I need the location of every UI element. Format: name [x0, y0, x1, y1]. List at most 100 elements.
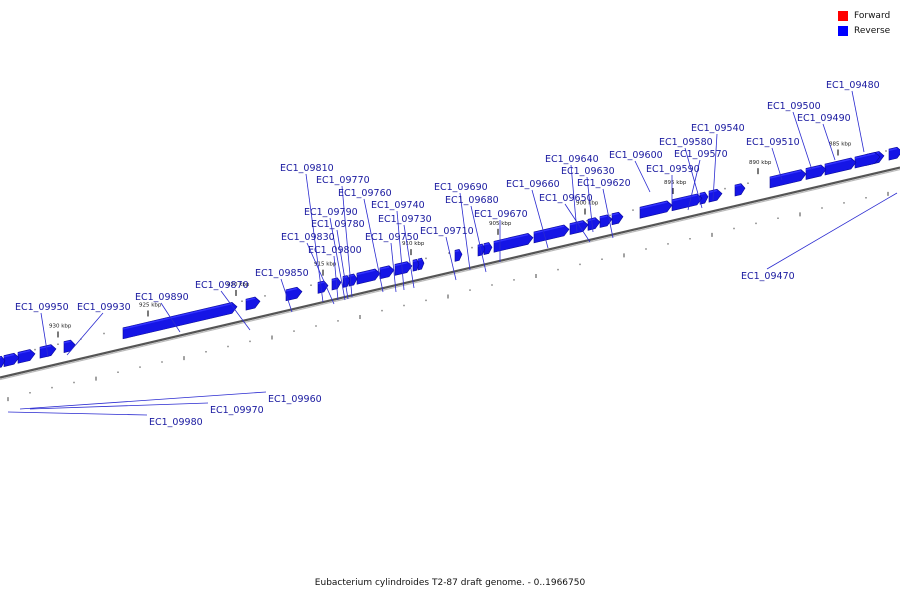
gene-label[interactable]: EC1_09670 — [474, 209, 528, 220]
gene-label[interactable]: EC1_09760 — [338, 188, 392, 199]
gene-arrow[interactable] — [671, 193, 703, 212]
gene-highlight — [3, 353, 15, 358]
gene-highlight — [854, 152, 876, 159]
gene-highlight — [17, 350, 31, 355]
gene-leader-line — [792, 111, 813, 171]
gene-label[interactable]: EC1_09810 — [280, 163, 334, 174]
gene-label[interactable]: EC1_09640 — [545, 154, 599, 165]
gene-label[interactable]: EC1_09540 — [691, 123, 745, 134]
gene-arrow[interactable] — [824, 157, 857, 176]
gene-labels[interactable]: EC1_09480EC1_09500EC1_09490EC1_09540EC1_… — [7, 80, 898, 428]
gene-label[interactable]: EC1_09500 — [767, 101, 821, 112]
gene-arrow[interactable] — [417, 257, 425, 271]
gene-label[interactable]: EC1_09870 — [195, 280, 249, 291]
gene-label[interactable]: EC1_09630 — [561, 166, 615, 177]
gene-highlight — [122, 302, 233, 330]
gene-leader-line — [29, 402, 209, 410]
genome-axis: 885 kbp 890 kbp 895 kbp 900 kbp 905 kbp 910 k… — [0, 141, 900, 402]
legend-item-reverse[interactable]: Reverse — [838, 23, 890, 38]
gene-track[interactable] — [0, 146, 900, 368]
gene-highlight — [671, 194, 698, 202]
gene-leader-line — [564, 203, 591, 243]
gene-leader-line — [160, 302, 181, 333]
gene-highlight — [63, 340, 71, 344]
gene-leader-line — [390, 242, 397, 293]
gene-label[interactable]: EC1_09590 — [646, 164, 700, 175]
gene-highlight — [317, 281, 325, 285]
gene-label[interactable]: EC1_09510 — [746, 137, 800, 148]
gene-label[interactable]: EC1_09830 — [281, 232, 335, 243]
gene-label[interactable]: EC1_09970 — [210, 405, 264, 416]
gene-arrow[interactable] — [611, 211, 624, 226]
gene-arrow[interactable] — [769, 169, 807, 189]
ruler-tick-label: 905 kbp — [489, 221, 512, 227]
gene-arrow[interactable] — [587, 217, 601, 231]
gene-label[interactable]: EC1_09690 — [434, 182, 488, 193]
gene-arrow[interactable] — [0, 355, 6, 368]
gene-label[interactable]: EC1_09930 — [77, 302, 131, 313]
gene-highlight — [342, 276, 348, 279]
gene-label[interactable]: EC1_09790 — [304, 207, 358, 218]
gene-leader-line — [7, 411, 148, 416]
gene-label[interactable]: EC1_09580 — [659, 137, 713, 148]
gene-highlight — [734, 184, 742, 187]
gene-arrow[interactable] — [708, 188, 723, 203]
gene-arrow[interactable] — [412, 258, 420, 272]
gene-leader-line — [851, 90, 865, 153]
gene-label[interactable]: EC1_09620 — [577, 178, 631, 189]
gene-label[interactable]: EC1_09890 — [135, 292, 189, 303]
gene-arrow[interactable] — [734, 183, 746, 197]
gene-highlight — [412, 259, 417, 263]
gene-arrow[interactable] — [533, 224, 570, 244]
gene-arrow[interactable] — [483, 242, 493, 255]
gene-label[interactable]: EC1_09800 — [308, 245, 362, 256]
gene-leader-line — [336, 229, 349, 300]
gene-arrow[interactable] — [477, 243, 486, 257]
gene-arrow[interactable] — [493, 232, 534, 253]
gene-highlight — [599, 215, 608, 219]
gene-label[interactable]: EC1_09680 — [445, 195, 499, 206]
gene-highlight — [769, 170, 802, 179]
gene-highlight — [805, 165, 822, 171]
gene-label[interactable]: EC1_09730 — [378, 214, 432, 225]
gene-leader-line — [40, 312, 49, 358]
gene-label[interactable]: EC1_09600 — [609, 150, 663, 161]
gene-highlight — [483, 242, 489, 246]
gene-label[interactable]: EC1_09780 — [311, 219, 365, 230]
gene-highlight — [611, 212, 619, 216]
gene-label[interactable]: EC1_09850 — [255, 268, 309, 279]
gene-arrow[interactable] — [122, 302, 238, 340]
gene-highlight — [699, 192, 705, 196]
gene-label[interactable]: EC1_09960 — [268, 394, 322, 405]
gene-label[interactable]: EC1_09770 — [316, 175, 370, 186]
gene-arrow[interactable] — [639, 200, 673, 219]
forward-swatch-icon — [838, 10, 848, 21]
legend-item-forward[interactable]: Forward — [838, 8, 890, 23]
gene-leader-line — [341, 185, 353, 298]
gene-label[interactable]: EC1_09740 — [371, 200, 425, 211]
gene-label[interactable]: EC1_09480 — [826, 80, 880, 91]
gene-leader-line — [459, 192, 471, 271]
gene-arrow[interactable] — [454, 249, 463, 262]
gene-leader-line — [602, 188, 614, 239]
gene-label[interactable]: EC1_09570 — [674, 149, 728, 160]
gene-leader-line — [220, 290, 251, 331]
gene-arrow[interactable] — [245, 296, 261, 311]
gene-leader-line — [66, 312, 104, 356]
gene-label[interactable]: EC1_09490 — [797, 113, 851, 124]
gene-label[interactable]: EC1_09750 — [365, 232, 419, 243]
gene-label[interactable]: EC1_09950 — [15, 302, 69, 313]
legend: Forward Reverse — [838, 8, 890, 38]
gene-highlight — [0, 356, 2, 359]
genome-axis-shadow — [0, 168, 900, 381]
gene-label[interactable]: EC1_09660 — [506, 179, 560, 190]
gene-highlight — [454, 249, 460, 253]
gene-label[interactable]: EC1_09980 — [149, 417, 203, 428]
gene-leader-line — [403, 224, 415, 289]
gene-leader-line — [470, 205, 487, 273]
gene-label[interactable]: EC1_09470 — [741, 271, 795, 282]
gene-label[interactable]: EC1_09650 — [539, 193, 593, 204]
gene-leader-line — [531, 189, 549, 249]
gene-label[interactable]: EC1_09710 — [420, 226, 474, 237]
